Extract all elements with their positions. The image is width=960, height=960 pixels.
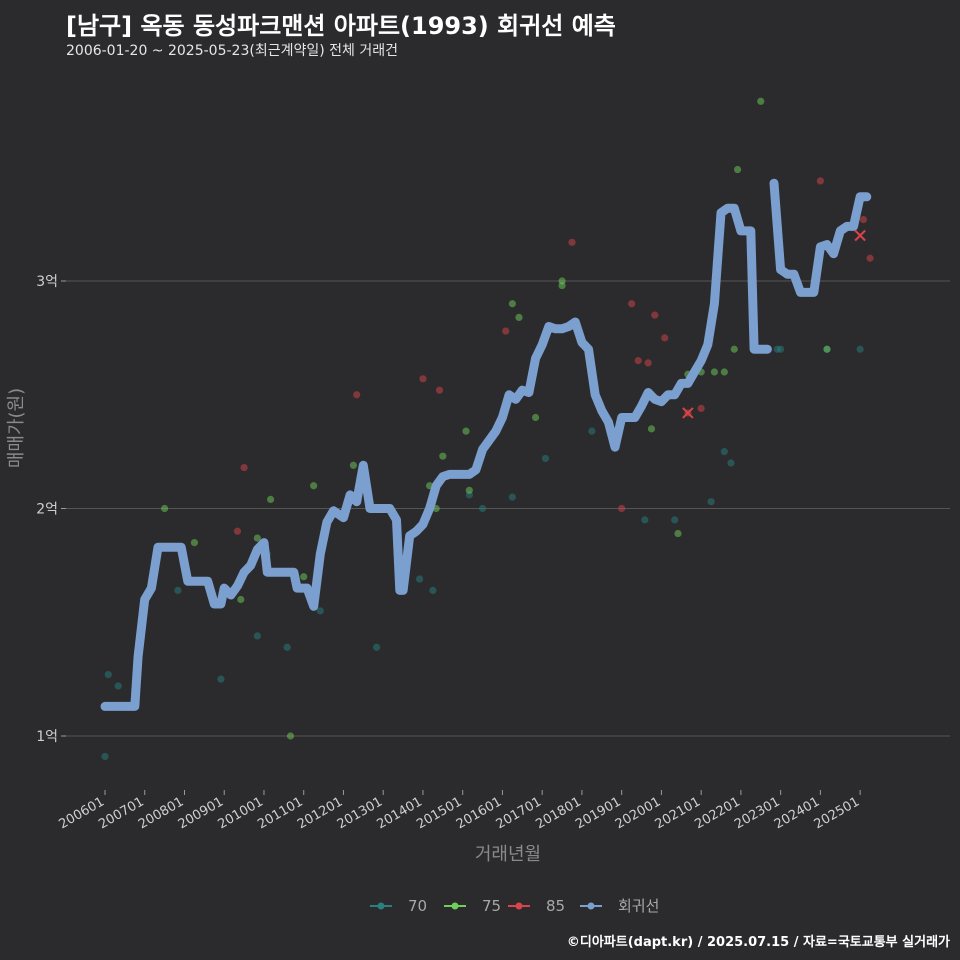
- point-85-8: [628, 300, 636, 308]
- chart-subtitle: 2006-01-20 ~ 2025-05-23(최근계약일) 전체 거래건: [66, 43, 398, 59]
- legend-swatch-3: [587, 902, 595, 910]
- highlight-markers: [682, 229, 866, 419]
- regression-line: [100, 178, 872, 711]
- x-axis-title: 거래년월: [475, 844, 541, 865]
- point-75-16: [531, 413, 540, 422]
- point-70-18: [671, 516, 679, 524]
- point-70-15: [541, 454, 550, 463]
- point-70-5: [253, 632, 261, 640]
- point-70-1: [104, 670, 112, 679]
- point-85-7: [618, 504, 626, 513]
- point-75-1: [190, 539, 199, 547]
- legend-swatch-0: [377, 902, 385, 910]
- point-75-29: [823, 345, 831, 353]
- point-85-9: [634, 357, 642, 365]
- y-tick-label-2: 3억: [36, 274, 58, 290]
- point-85-14: [697, 404, 705, 412]
- point-75-11: [439, 452, 447, 460]
- y-axis-title: 매매가(원): [6, 388, 27, 468]
- point-75-24: [710, 368, 719, 376]
- x-tick-label-19: 202501: [812, 794, 862, 832]
- point-75-25: [720, 368, 728, 376]
- point-85-12: [661, 334, 669, 342]
- point-85-6: [568, 238, 576, 246]
- point-70-7: [283, 643, 291, 651]
- point-70-19: [707, 498, 715, 506]
- point-70-23: [777, 345, 785, 353]
- x-axis-ticks: 2006012007012008012009012010012011012012…: [57, 790, 862, 832]
- legend-label-3: 회귀선: [618, 897, 659, 915]
- point-85-0: [233, 527, 242, 535]
- point-75-18: [558, 281, 566, 290]
- grid-lines: [66, 280, 950, 737]
- point-75-20: [647, 425, 656, 433]
- point-75-0: [161, 504, 169, 513]
- point-70-14: [508, 493, 516, 501]
- point-70-16: [588, 427, 596, 435]
- point-75-4: [266, 495, 275, 503]
- point-70-9: [372, 643, 381, 651]
- point-75-8: [349, 461, 357, 469]
- point-85-2: [353, 391, 361, 399]
- legend-label-2: 85: [546, 897, 565, 915]
- source-caption: ©디아파트(dapt.kr) / 2025.07.15 / 자료=국토교통부 실…: [566, 935, 950, 950]
- scatter-points: [101, 97, 874, 761]
- x-marker-1: [682, 407, 694, 419]
- point-75-6: [300, 573, 308, 581]
- point-75-2: [237, 595, 245, 604]
- point-75-5: [286, 732, 295, 740]
- point-75-21: [674, 529, 682, 538]
- point-70-3: [174, 586, 182, 595]
- point-70-11: [429, 586, 437, 595]
- point-75-3: [253, 534, 261, 542]
- point-70-17: [641, 516, 649, 524]
- point-85-16: [859, 215, 868, 224]
- regression-segment-0: [100, 203, 772, 711]
- point-75-14: [508, 300, 516, 308]
- y-axis-ticks: 1억 2억 3억: [36, 274, 66, 745]
- point-85-11: [651, 311, 659, 319]
- point-75-15: [515, 313, 523, 321]
- point-85-10: [644, 359, 652, 367]
- point-75-7: [310, 482, 318, 490]
- y-tick-label-0: 1억: [36, 729, 58, 745]
- point-70-25: [856, 345, 864, 353]
- legend-swatch-1: [451, 902, 459, 910]
- legend-label-0: 70: [408, 897, 427, 915]
- point-75-12: [462, 427, 470, 435]
- point-85-3: [419, 375, 427, 383]
- regression-segment-1: [769, 178, 872, 297]
- chart-title: [남구] 옥동 동성파크맨션 아파트(1993) 회귀선 예측: [66, 12, 616, 40]
- point-75-26: [730, 345, 738, 353]
- legend: 70 75 85 회귀선: [370, 897, 659, 915]
- legend-label-1: 75: [482, 897, 501, 915]
- point-70-4: [217, 675, 225, 683]
- point-70-21: [727, 459, 735, 467]
- point-70-0: [101, 752, 109, 761]
- point-85-1: [240, 463, 248, 472]
- y-tick-label-1: 2억: [36, 502, 58, 518]
- point-85-15: [816, 177, 824, 185]
- point-75-28: [757, 97, 765, 105]
- point-70-13: [478, 504, 487, 513]
- x-marker-0: [854, 229, 866, 242]
- legend-swatch-2: [515, 902, 523, 910]
- point-75-27: [733, 165, 742, 174]
- point-85-5: [502, 327, 510, 335]
- point-85-17: [866, 254, 874, 262]
- point-70-8: [316, 607, 324, 615]
- point-75-13: [465, 486, 473, 494]
- point-70-2: [114, 682, 122, 690]
- point-70-10: [416, 575, 424, 583]
- point-85-4: [435, 386, 444, 394]
- point-70-20: [720, 448, 728, 456]
